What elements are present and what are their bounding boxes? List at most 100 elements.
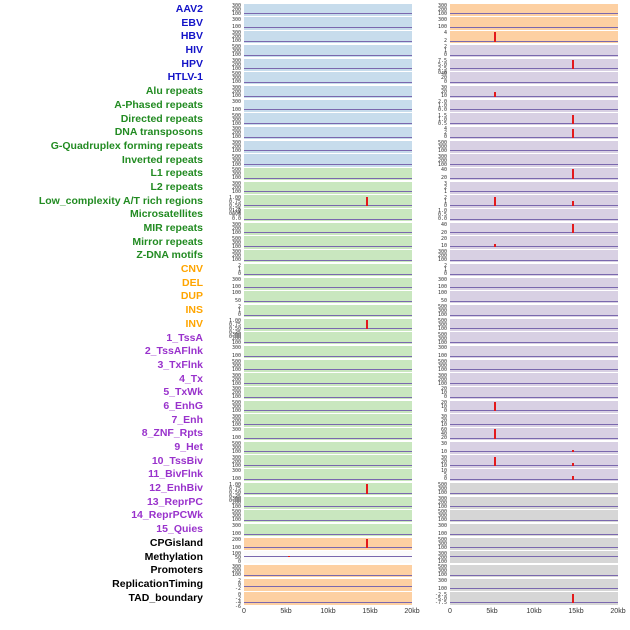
track-row: 14_ReprPCWk 500 300 100 500 300 100 [0,509,630,523]
y-tick-label: 100 [231,106,241,113]
y-tick-label: -2 [234,595,241,602]
baseline-trace [450,259,618,261]
panel-right [450,154,618,167]
y-tick-label: 1.00 [228,482,241,489]
baseline-trace [450,451,618,453]
y-tick-label: 200 [231,499,241,506]
y-tick-label: 0.00 [228,498,241,505]
y-axis-ticks: 300 100 [206,99,244,113]
track-row: 15_Quies 300 100 300 100 [0,523,630,537]
track-label: 2_TssAFlnk [144,345,203,358]
panel-left [244,168,412,181]
y-axis-ticks: 300 200 100 [206,455,244,469]
y-tick-label: 100 [231,517,241,524]
baseline-trace [450,287,618,289]
track-row: ReplicationTiming 2 0 -2 300 100 [0,578,630,592]
y-tick-label: 20 [440,174,447,181]
y-axis-ticks: 500 300 100 [412,140,450,154]
panel-right [450,510,618,523]
y-tick-label: 100 [231,530,241,537]
baseline-trace [450,437,618,439]
panel-left [244,578,412,591]
y-tick-label: 300 [231,126,241,133]
y-axis-ticks: 40 20 [412,167,450,181]
y-tick-label: 40 [440,431,447,438]
track-label: 5_TxWk [163,386,203,399]
y-axis-ticks: 300 200 100 [412,249,450,263]
y-tick-label: 0.25 [228,329,241,336]
signal-spike [493,401,496,412]
y-tick-label: 300 [437,540,447,547]
y-tick-label: 100 [231,572,241,579]
baseline-trace [244,410,412,412]
x-axis-right: 0 5kb 10kb 15kb 20kb [448,605,626,620]
y-tick-label: 1.0 [231,208,241,215]
y-tick-label: 100 [437,312,447,319]
signal-spike [572,169,575,179]
y-tick-label: 30 [440,441,447,447]
panel-right [450,523,618,537]
y-tick-label: 100 [231,188,241,195]
y-tick-label: 500 [437,331,447,338]
track-label: CNV [180,263,203,276]
y-tick-label: 0.75 [228,198,241,205]
y-tick-label: 100 [231,230,241,236]
y-tick-label: 0.5 [437,212,447,219]
y-axis-ticks: 300 100 [412,277,450,291]
panel-right [450,222,618,235]
y-tick-label: 2.0 [437,98,447,105]
y-tick-label: 4 [443,30,447,37]
panel-left [244,209,412,222]
panel-left [244,236,412,249]
y-tick-label: 300 [231,57,241,64]
panel-right [450,318,618,331]
y-axis-ticks: 300 200 100 [206,414,244,428]
y-axis-ticks: 100 50 [412,290,450,304]
y-axis-ticks: 500 300 100 [412,304,450,318]
panel-right [450,181,618,194]
y-axis-ticks: 300 100 [206,427,244,441]
baseline-trace [244,177,412,179]
y-axis-ticks: 300 200 100 [206,30,244,44]
track-row: A-Phased repeats 300 100 2.0 1.0 0.0 [0,99,630,113]
y-tick-label: 0.25 [228,206,241,213]
panel-left [244,99,412,112]
y-tick-label: 1 [237,267,241,274]
panel-left [244,318,412,331]
track-label: AAV2 [175,3,203,15]
y-tick-label: 60 [440,427,447,434]
y-tick-label: 0.50 [228,490,241,497]
track-row: TAD_boundary 0 -2 -4 -6 -2.5 -5.0 -7.5 [0,592,630,609]
y-tick-label: 500 [231,441,241,447]
y-tick-label: 200 [231,253,241,260]
panel-left [244,85,412,99]
track-label: EBV [181,16,203,29]
track-row: 7_Enh 300 200 100 30 20 10 [0,414,630,428]
y-tick-label: 0 [443,476,447,483]
y-tick-label: 100 [231,550,241,557]
track-label: Inverted repeats [121,153,203,166]
baseline-trace [450,122,618,124]
y-tick-label: 100 [231,175,241,182]
baseline-trace [450,300,618,302]
y-axis-ticks: 300 200 100 [206,58,244,72]
track-row: 8_ZNF_Rpts 300 100 60 40 20 [0,427,630,441]
y-axis-ticks: 100 50 [206,290,244,304]
y-tick-label: 100 [231,120,241,127]
y-tick-label: 300 [437,308,447,315]
panel-right [450,496,618,509]
track-row: 1_TssA 300 200 100 500 300 100 [0,332,630,346]
track-label: 15_Quies [156,523,203,536]
y-tick-label: 100 [231,544,241,551]
signal-spike [572,59,575,70]
track-row: G-Quadruplex forming repeats 300 200 100 500… [0,140,630,154]
track-row: HTLV-1 500 300 100 40 20 0 [0,71,630,85]
y-tick-label: 100 [437,517,447,524]
baseline-trace [450,506,618,508]
signal-spike [572,200,575,207]
y-tick-label: 100 [437,585,447,592]
baseline-trace [244,273,412,275]
track-label: L2 repeats [150,180,203,193]
